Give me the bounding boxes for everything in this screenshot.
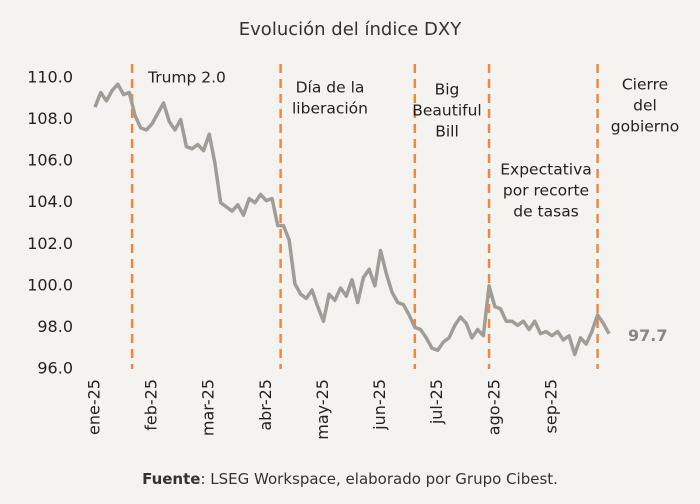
x-tick-label: jul-25 bbox=[427, 379, 446, 425]
event-label: Cierre bbox=[622, 76, 668, 94]
y-tick-label: 96.0 bbox=[37, 359, 73, 378]
event-label: liberación bbox=[292, 100, 368, 118]
x-tick-label: feb-25 bbox=[142, 379, 161, 431]
x-tick-label: ago-25 bbox=[484, 379, 503, 435]
event-label: por recorte bbox=[503, 182, 589, 200]
source-label: Fuente bbox=[142, 470, 200, 488]
event-label: del bbox=[633, 97, 657, 115]
event-label: gobierno bbox=[611, 118, 679, 136]
y-tick-label: 110.0 bbox=[27, 68, 73, 87]
x-tick-label: abr-25 bbox=[256, 379, 275, 431]
y-tick-label: 106.0 bbox=[27, 151, 73, 170]
x-tick-label: sep-25 bbox=[541, 379, 560, 433]
x-tick-label: mar-25 bbox=[199, 379, 218, 436]
end-label: 97.7 bbox=[628, 326, 667, 345]
event-label: Big bbox=[435, 81, 460, 99]
event-label: Bill bbox=[435, 123, 459, 141]
y-tick-label: 98.0 bbox=[37, 317, 73, 336]
source-text: : LSEG Workspace, elaborado por Grupo Ci… bbox=[200, 470, 557, 488]
y-tick-label: 108.0 bbox=[27, 109, 73, 128]
event-label: Día de la bbox=[296, 79, 365, 97]
data-line bbox=[93, 82, 611, 357]
x-tick-label: ene-25 bbox=[85, 379, 104, 435]
x-tick-label: jun-25 bbox=[370, 379, 389, 431]
x-tick-label: may-25 bbox=[313, 379, 332, 440]
event-label: Beautiful bbox=[412, 102, 481, 120]
y-tick-label: 100.0 bbox=[27, 275, 73, 294]
y-tick-label: 104.0 bbox=[27, 192, 73, 211]
event-label: Trump 2.0 bbox=[147, 69, 226, 87]
chart-title: Evolución del índice DXY bbox=[239, 19, 462, 40]
source: Fuente: LSEG Workspace, elaborado por Gr… bbox=[142, 470, 558, 488]
event-label: Expectativa bbox=[500, 161, 592, 179]
y-tick-label: 102.0 bbox=[27, 234, 73, 253]
event-label: de tasas bbox=[513, 203, 579, 221]
